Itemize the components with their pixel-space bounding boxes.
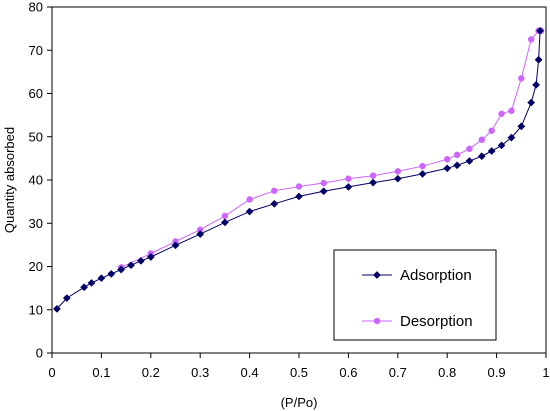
data-point-adsorption — [497, 141, 506, 150]
y-tick-label: 40 — [29, 173, 43, 188]
data-point-adsorption — [369, 178, 378, 187]
data-point-adsorption — [171, 241, 180, 250]
y-tick-label: 50 — [29, 129, 43, 144]
y-tick-label: 60 — [29, 86, 43, 101]
x-tick-label: 1 — [542, 365, 549, 380]
data-point-adsorption — [465, 157, 474, 165]
data-point-adsorption — [534, 55, 543, 64]
data-point-desorption — [295, 183, 303, 190]
data-point-adsorption — [418, 169, 427, 178]
data-point-adsorption — [220, 218, 229, 227]
data-point-adsorption — [393, 174, 402, 183]
data-point-desorption — [453, 151, 461, 159]
y-tick-label: 0 — [36, 346, 43, 361]
data-point-adsorption — [52, 304, 61, 313]
data-point-adsorption — [319, 187, 328, 196]
data-point-adsorption — [62, 294, 71, 303]
data-point-desorption — [369, 172, 377, 179]
x-tick-label: 0.9 — [488, 365, 506, 380]
data-point-desorption — [498, 110, 505, 118]
tick-labels: 0 10 20 30 40 50 60 70 80 0 0.1 0.2 0.3 0.4 0.5 0.6 0.7 0… — [29, 0, 550, 380]
legend-marker — [373, 317, 381, 325]
x-axis-title: (P/Po) — [281, 395, 318, 410]
y-tick-label: 70 — [29, 43, 43, 58]
data-point-adsorption — [245, 207, 254, 216]
data-point-adsorption — [117, 265, 126, 274]
data-point-adsorption — [270, 199, 279, 208]
data-point-adsorption — [196, 230, 205, 239]
data-point-adsorption — [146, 253, 155, 261]
x-tick-label: 0.2 — [142, 365, 160, 380]
data-point-desorption — [478, 136, 486, 144]
data-point-adsorption — [97, 274, 106, 283]
data-point-desorption — [466, 145, 473, 153]
x-tick-label: 0.1 — [92, 365, 110, 380]
y-tick-label: 30 — [29, 216, 43, 231]
data-point-desorption — [419, 162, 426, 170]
data-point-desorption — [246, 196, 253, 203]
legend-entry-adsorption: Adsorption — [362, 267, 472, 284]
data-point-adsorption — [517, 122, 526, 131]
data-point-desorption — [518, 75, 525, 82]
data-point-desorption — [221, 212, 229, 220]
data-point-adsorption — [527, 98, 536, 107]
legend-box — [333, 249, 497, 341]
data-point-adsorption — [344, 182, 353, 191]
data-point-desorption — [488, 127, 495, 134]
x-tick-label: 0 — [48, 365, 55, 380]
data-point-adsorption — [507, 133, 516, 142]
y-tick-label: 10 — [29, 302, 43, 317]
y-axis-title: Quantity absorbed — [2, 127, 17, 233]
series-line-desorption — [120, 30, 542, 268]
x-tick-label: 0.3 — [191, 365, 209, 380]
x-tick-label: 0.7 — [389, 365, 407, 380]
y-tick-label: 80 — [29, 0, 43, 15]
legend-marker — [373, 271, 381, 279]
data-point-adsorption — [136, 256, 145, 265]
x-tick-label: 0.4 — [241, 365, 259, 380]
data-point-adsorption — [453, 161, 462, 170]
data-point-adsorption — [87, 278, 96, 287]
data-point-adsorption — [107, 269, 116, 278]
data-point-adsorption — [532, 80, 541, 89]
data-point-adsorption — [477, 152, 486, 161]
x-tick-label: 0.8 — [438, 365, 456, 380]
legend: Adsorption Desorption — [333, 249, 497, 341]
data-point-adsorption — [487, 147, 496, 155]
y-tick-label: 20 — [29, 259, 43, 274]
data-point-adsorption — [536, 26, 545, 35]
data-point-desorption — [345, 175, 352, 182]
data-point-desorption — [508, 107, 515, 115]
data-point-desorption — [320, 179, 327, 187]
data-point-desorption — [527, 36, 535, 43]
legend-label: Adsorption — [400, 267, 472, 284]
x-tick-label: 0.6 — [339, 365, 357, 380]
legend-label: Desorption — [400, 313, 473, 330]
data-point-adsorption — [127, 261, 135, 270]
data-point-desorption — [394, 168, 402, 175]
data-point-adsorption — [295, 192, 303, 201]
series-group — [52, 26, 545, 313]
data-point-adsorption — [80, 283, 89, 292]
series-adsorption — [52, 26, 545, 313]
data-point-desorption — [443, 155, 451, 163]
x-tick-label: 0.5 — [290, 365, 308, 380]
series-desorption — [117, 27, 545, 271]
axes — [47, 6, 547, 358]
data-point-adsorption — [443, 164, 452, 173]
data-point-desorption — [271, 187, 278, 195]
legend-entry-desorption: Desorption — [362, 313, 473, 330]
